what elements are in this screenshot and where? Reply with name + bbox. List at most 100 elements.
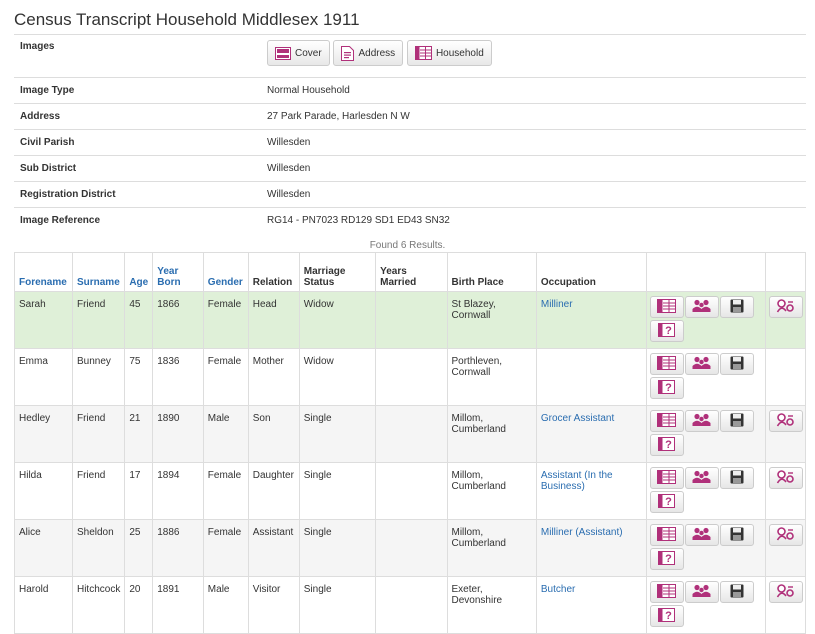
actions-column-header [645, 252, 766, 292]
marriage-header-line1: Marriage [303, 266, 346, 277]
age-column-header[interactable]: Age [124, 252, 154, 292]
view-household-button[interactable] [684, 581, 719, 603]
years-header-line2: Married [380, 277, 417, 288]
birth-place-cell: Millom, Cumberland [446, 405, 537, 463]
household-image-button[interactable]: Household [406, 40, 492, 66]
detail-value: Willesden [261, 155, 806, 182]
cover-image-icon [275, 46, 291, 60]
forename-column-header[interactable]: Forename [14, 252, 73, 292]
gender-cell: Female [202, 348, 249, 406]
link-person-button[interactable] [768, 410, 803, 432]
query-record-button[interactable]: ? [649, 434, 684, 456]
save-record-button[interactable] [719, 524, 754, 546]
gender-column-header[interactable]: Gender [202, 252, 249, 292]
link-person-button[interactable] [768, 467, 803, 489]
view-transcript-button[interactable] [649, 353, 684, 375]
save-record-button[interactable] [719, 296, 754, 318]
occupation-link[interactable]: Milliner (Assistant) [541, 527, 623, 538]
marriage-header-line2: Status [303, 277, 335, 288]
results-table: Forename Surname Age Year Born Gender Rel… [14, 252, 807, 634]
year-born-cell: 1891 [152, 576, 204, 634]
svg-text:?: ? [665, 553, 672, 565]
occupation-cell: Assistant (In the Business) [535, 462, 647, 520]
link-person-button[interactable] [768, 524, 803, 546]
occupation-link[interactable]: Assistant (In the Business) [541, 470, 613, 492]
occupation-line1: Butcher [540, 584, 576, 595]
view-transcript-button[interactable] [649, 581, 684, 603]
forename-cell: Hedley [14, 405, 73, 463]
household-family-icon [692, 413, 711, 429]
years-married-cell [375, 576, 448, 634]
transcript-table-icon [657, 526, 677, 544]
cover-image-button[interactable]: Cover [267, 40, 330, 66]
detail-value: Normal Household [261, 77, 806, 104]
occupation-link[interactable]: Butcher [541, 584, 575, 595]
row-actions: ? [645, 348, 766, 406]
row-extra [764, 462, 807, 520]
relation-cell: Head [247, 291, 300, 349]
forename-cell: Emma [14, 348, 73, 406]
save-record-button[interactable] [719, 467, 754, 489]
query-question-icon: ? [658, 379, 676, 397]
occupation-link[interactable]: Grocer Assistant [541, 413, 614, 424]
view-household-button[interactable] [684, 524, 719, 546]
birth-place-column-header: Birth Place [446, 252, 537, 292]
query-record-button[interactable]: ? [649, 377, 684, 399]
age-cell: 75 [124, 348, 154, 406]
address-image-button[interactable]: Address [333, 40, 404, 66]
age-cell: 17 [124, 462, 154, 520]
svg-text:?: ? [665, 496, 672, 508]
year-born-header-line1: Year [157, 266, 179, 277]
years-married-cell [375, 462, 448, 520]
household-family-icon [692, 527, 711, 543]
transcript-table-icon [657, 583, 677, 601]
view-household-button[interactable] [684, 410, 719, 432]
link-person-icon [776, 583, 795, 601]
detail-label: Address [14, 103, 261, 130]
query-question-icon: ? [658, 322, 676, 340]
query-record-button[interactable]: ? [649, 320, 684, 342]
transcript-table-icon [657, 298, 677, 316]
surname-cell: Sheldon [71, 519, 126, 577]
query-record-button[interactable]: ? [649, 605, 684, 627]
occupation-line2: Business) [540, 481, 585, 492]
link-person-button[interactable] [768, 296, 803, 318]
view-household-button[interactable] [684, 353, 719, 375]
view-transcript-button[interactable] [649, 467, 684, 489]
marriage-status-cell: Widow [298, 291, 377, 349]
surname-cell: Bunney [71, 348, 126, 406]
occupation-line1: Milliner (Assistant) [540, 527, 623, 538]
relation-cell: Assistant [247, 519, 300, 577]
view-transcript-button[interactable] [649, 410, 684, 432]
view-household-button[interactable] [684, 467, 719, 489]
svg-text:?: ? [665, 325, 672, 337]
query-record-button[interactable]: ? [649, 491, 684, 513]
link-person-icon [776, 298, 795, 316]
occupation-link[interactable]: Milliner [541, 299, 573, 310]
birth-place-cell: Millom, Cumberland [446, 462, 537, 520]
household-details-table: Images Cover Address Household Image Typ… [14, 34, 806, 233]
years-header-line1: Years [380, 266, 407, 277]
extra-column-header [764, 252, 807, 292]
person-row: Sarah Friend 45 1866 Female Head Widow St Blaze… [14, 291, 807, 349]
save-record-button[interactable] [719, 410, 754, 432]
year-born-cell: 1890 [152, 405, 204, 463]
view-transcript-button[interactable] [649, 524, 684, 546]
surname-cell: Hitchcock [71, 576, 126, 634]
link-person-button[interactable] [768, 581, 803, 603]
view-household-button[interactable] [684, 296, 719, 318]
occupation-line1: Grocer Assistant [540, 413, 615, 424]
query-question-icon: ? [658, 607, 676, 625]
view-transcript-button[interactable] [649, 296, 684, 318]
save-record-button[interactable] [719, 353, 754, 375]
surname-cell: Friend [71, 291, 126, 349]
year-born-column-header[interactable]: Year Born [152, 252, 204, 292]
link-person-icon [776, 469, 795, 487]
occupation-line1: Milliner [540, 299, 573, 310]
birth-place-line1: Porthleven, [451, 356, 503, 367]
surname-column-header[interactable]: Surname [71, 252, 126, 292]
birth-place-line2: Cumberland [451, 424, 506, 435]
query-record-button[interactable]: ? [649, 548, 684, 570]
save-record-button[interactable] [719, 581, 754, 603]
age-cell: 20 [124, 576, 154, 634]
